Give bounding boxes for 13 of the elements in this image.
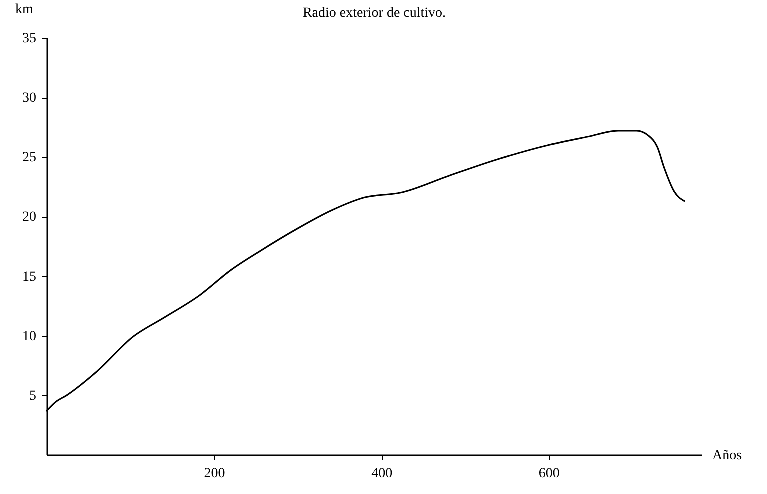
- y-tick-label: 10: [22, 329, 36, 344]
- y-tick-label: 35: [22, 32, 36, 46]
- y-axis-title: km: [16, 2, 34, 18]
- x-tick-label: 200: [204, 466, 226, 482]
- x-axis-title: Años: [712, 448, 742, 464]
- y-tick-label: 30: [22, 91, 36, 106]
- y-tick-label: 15: [22, 270, 36, 285]
- x-tick-label: 400: [372, 466, 393, 482]
- y-tick-label: 20: [22, 210, 36, 226]
- y-tick-label: 5: [30, 388, 36, 404]
- y-tick-label: 25: [22, 150, 36, 166]
- chart-title: Radio exterior de cultivo.: [302, 6, 446, 21]
- x-tick-label: 600: [538, 466, 560, 482]
